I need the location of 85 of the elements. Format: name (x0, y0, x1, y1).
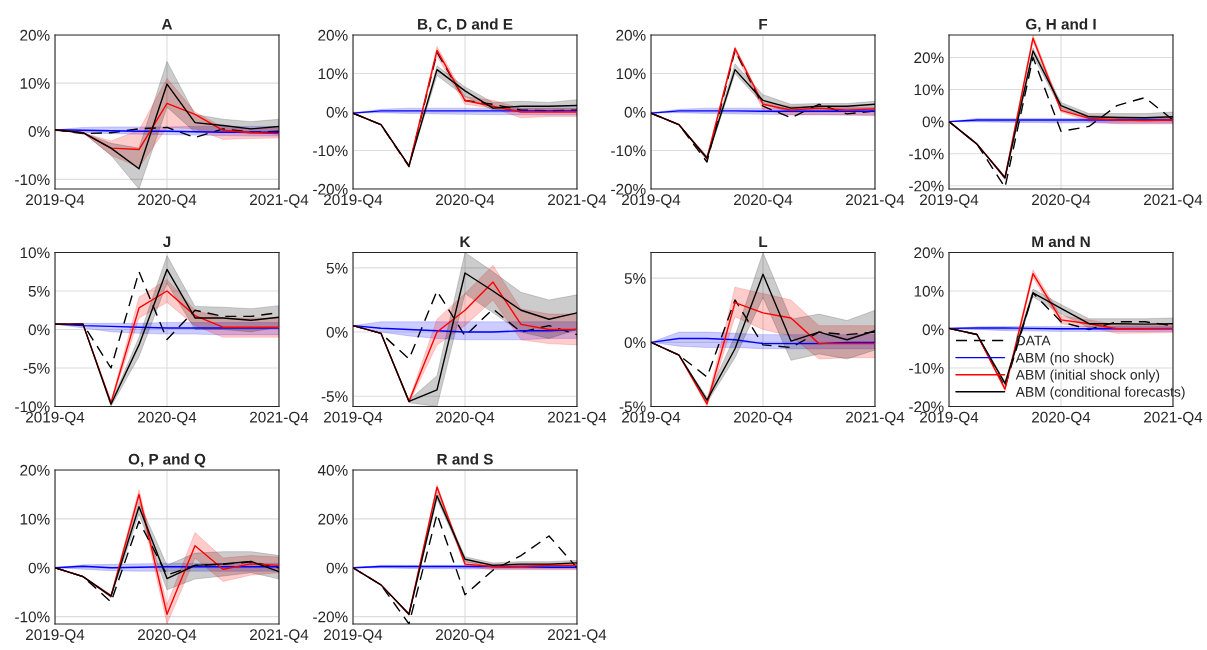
y-tick-label: -20% (313, 611, 348, 623)
y-tick-label: -10% (15, 174, 50, 186)
y-tick-label: 20% (318, 29, 348, 41)
x-tick-label: 2021-Q4 (1144, 411, 1203, 426)
y-tick-label: 20% (318, 513, 348, 525)
x-tick-label: 2019-Q4 (622, 194, 681, 208)
y-tick-label: 20% (616, 29, 646, 41)
y-tick-label: -10% (313, 145, 348, 157)
x-tick-label: 2020-Q4 (436, 411, 495, 426)
y-tick-label: 5% (28, 285, 50, 297)
x-tick-label: 2020-Q4 (734, 411, 793, 426)
y-tick-label: -10% (909, 148, 944, 160)
chart-title: F (759, 18, 768, 30)
y-tick-label: 10% (318, 68, 348, 80)
x-tick-label: 2019-Q4 (26, 194, 85, 208)
y-tick-label: -10% (909, 362, 944, 374)
x-tick-label: 2020-Q4 (1032, 194, 1091, 208)
chart-title: G, H and I (1025, 18, 1096, 32)
y-tick-label: -20% (313, 183, 348, 195)
y-tick-label: 10% (20, 513, 50, 525)
x-tick-label: 2021-Q4 (548, 194, 607, 208)
y-tick-label: 20% (20, 29, 50, 41)
x-tick-label: 2020-Q4 (436, 194, 495, 208)
y-tick-label: -10% (15, 611, 50, 623)
chart-title: K (460, 236, 471, 247)
y-tick-label: -20% (611, 183, 646, 195)
y-tick-label: -5% (23, 362, 50, 374)
x-tick-label: 2020-Q4 (138, 194, 197, 208)
y-tick-label: 40% (317, 464, 348, 476)
y-tick-label: 0% (28, 126, 50, 137)
y-tick-label: 20% (914, 247, 944, 259)
chart-title: J (162, 236, 171, 248)
x-tick-label: 2020-Q4 (138, 629, 197, 643)
y-tick-label: 0% (922, 324, 944, 336)
x-tick-label: 2021-Q4 (1144, 194, 1203, 208)
chart-title: O, P and Q (128, 453, 206, 468)
y-tick-label: -5% (619, 401, 646, 413)
y-tick-label: -10% (611, 145, 646, 157)
x-tick-label: 2019-Q4 (920, 411, 979, 426)
x-tick-label: 2021-Q4 (846, 194, 905, 208)
x-tick-label: 2021-Q4 (548, 411, 607, 426)
y-tick-label: -20% (909, 401, 944, 413)
y-tick-label: -10% (15, 401, 50, 413)
x-tick-label: 2020-Q4 (1032, 411, 1091, 426)
x-tick-label: 2021-Q4 (548, 629, 607, 643)
x-tick-label: 2021-Q4 (250, 411, 309, 426)
x-tick-label: 2019-Q4 (324, 629, 383, 643)
x-tick-label: 2021-Q4 (250, 194, 309, 208)
x-tick-label: 2019-Q4 (26, 411, 85, 426)
y-tick-label: 0% (624, 106, 646, 118)
x-tick-label: 2021-Q4 (846, 411, 905, 426)
legend-label: ABM (no shock) (1015, 352, 1114, 366)
y-tick-label: -5% (321, 391, 348, 402)
y-tick-label: 10% (20, 77, 50, 89)
y-tick-label: 5% (624, 273, 646, 284)
y-tick-label: -20% (909, 180, 944, 192)
chart-title: A (161, 18, 173, 30)
y-tick-label: 10% (914, 285, 944, 297)
x-tick-label: 2019-Q4 (26, 629, 85, 643)
y-tick-label: 20% (914, 52, 944, 64)
y-tick-label: 10% (914, 84, 944, 96)
x-tick-label: 2019-Q4 (920, 194, 979, 208)
y-tick-label: 0% (922, 116, 944, 128)
y-tick-label: 0% (326, 106, 348, 118)
chart-title: B, C, D and E (418, 18, 513, 32)
y-tick-label: 0% (624, 337, 646, 349)
y-tick-label: 10% (20, 247, 50, 259)
x-tick-label: 2019-Q4 (324, 194, 383, 208)
y-tick-label: 0% (326, 562, 348, 574)
chart-title: L (759, 236, 768, 247)
chart-title: M and N (1032, 235, 1090, 248)
y-tick-label: 0% (28, 562, 50, 574)
y-tick-label: 0% (326, 326, 348, 338)
y-tick-label: 10% (616, 68, 646, 80)
x-tick-label: 2019-Q4 (324, 411, 383, 426)
x-tick-label: 2021-Q4 (250, 629, 309, 643)
x-tick-label: 2019-Q4 (622, 411, 681, 426)
x-tick-label: 2020-Q4 (436, 629, 495, 643)
y-tick-label: 20% (20, 464, 50, 476)
x-tick-label: 2020-Q4 (734, 194, 793, 208)
legend-label: ABM (initial shock only) (1015, 369, 1160, 383)
y-tick-label: 5% (326, 262, 348, 274)
x-tick-label: 2020-Q4 (138, 411, 197, 426)
y-tick-label: 0% (28, 324, 50, 336)
chart-title: R and S (437, 453, 493, 465)
